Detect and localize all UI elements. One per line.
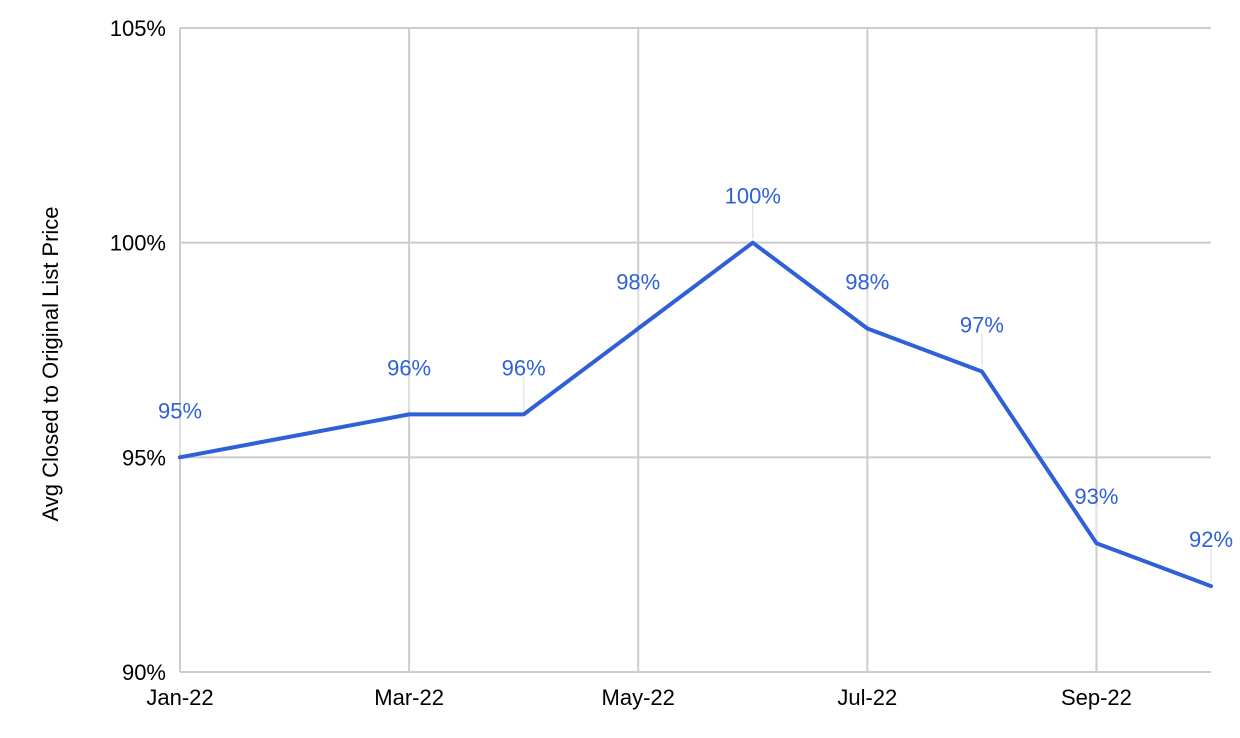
data-label: 98% — [845, 270, 889, 295]
y-axis-title: Avg Closed to Original List Price — [38, 206, 63, 521]
series-lines — [178, 240, 1213, 589]
gridlines — [179, 27, 1211, 673]
x-tick-label: May-22 — [602, 685, 675, 710]
data-label: 96% — [387, 355, 431, 380]
y-tick-label: 100% — [110, 231, 166, 256]
data-label: 93% — [1074, 484, 1118, 509]
data-label: 100% — [725, 184, 781, 209]
y-tick-label: 95% — [122, 445, 166, 470]
data-label: 92% — [1189, 527, 1233, 552]
data-label: 96% — [502, 355, 546, 380]
y-tick-label: 105% — [110, 16, 166, 41]
x-axis-tick-labels: Jan-22 Mar-22 May-22 Jul-22 Sep-22 — [146, 685, 1132, 710]
data-label: 98% — [616, 270, 660, 295]
series-line — [178, 240, 1213, 589]
x-tick-label: Sep-22 — [1061, 685, 1132, 710]
x-tick-label: Jul-22 — [837, 685, 897, 710]
y-axis-tick-labels: 90% 95% 100% 105% — [110, 16, 166, 685]
x-tick-label: Jan-22 — [146, 685, 213, 710]
x-tick-label: Mar-22 — [374, 685, 444, 710]
data-label: 95% — [158, 398, 202, 423]
y-tick-label: 90% — [122, 660, 166, 685]
data-labels: 95% 96% 96% 98% 100% 98% 97% 93% 92% — [158, 184, 1233, 552]
data-label: 97% — [960, 312, 1004, 337]
data-label-leaders — [179, 204, 1212, 583]
